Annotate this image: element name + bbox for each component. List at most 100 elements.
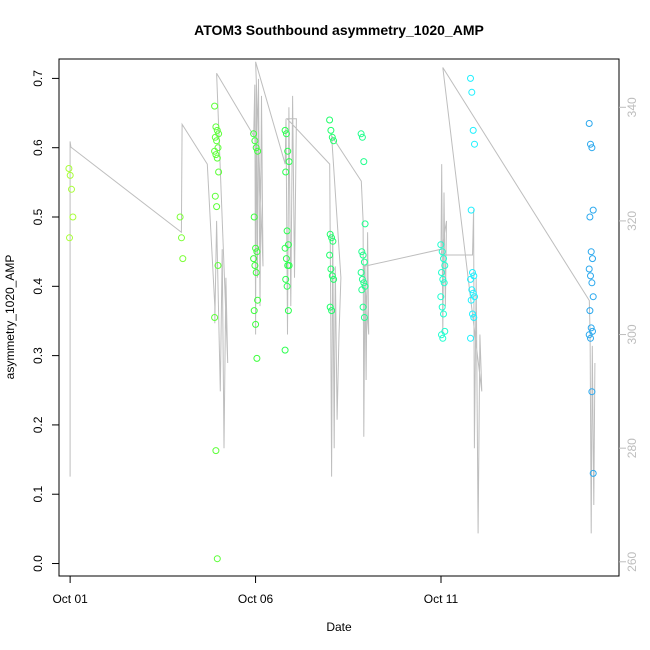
x-tick-label: Oct 06 (238, 592, 274, 606)
data-point (251, 137, 259, 145)
data-point (213, 154, 221, 162)
data-point (437, 241, 445, 249)
data-point (250, 130, 258, 138)
data-point (587, 324, 595, 332)
data-point (284, 307, 292, 315)
data-point (326, 303, 334, 311)
data-point (211, 133, 219, 141)
x-axis-label: Date (326, 620, 352, 634)
data-point (284, 147, 292, 155)
data-point (330, 137, 338, 145)
data-point (176, 213, 184, 221)
data-point (437, 293, 445, 301)
data-point (69, 213, 77, 221)
data-point (65, 165, 73, 172)
data-point (438, 248, 446, 256)
data-point (359, 303, 367, 311)
y-axis-right: 260 280 300 320 340 (619, 97, 639, 572)
data-point (586, 213, 594, 221)
data-point (213, 203, 221, 211)
data-point (326, 116, 334, 124)
data-point (251, 262, 259, 269)
data-point (212, 151, 220, 159)
data-point (250, 255, 258, 263)
data-point (587, 248, 595, 256)
y-tick-label: 0.2 (31, 416, 45, 433)
data-point (588, 144, 596, 152)
y2-tick-label: 300 (625, 324, 639, 344)
data-point (250, 307, 258, 315)
data-point (211, 102, 219, 110)
secondary-series-layer (69, 61, 596, 534)
data-point (214, 262, 222, 269)
chart-title: ATOM3 Southbound asymmetry_1020_AMP (194, 22, 484, 38)
data-point (360, 158, 368, 166)
data-point (282, 255, 290, 263)
data-point (471, 140, 478, 148)
y-tick-label: 0.6 (31, 139, 45, 156)
data-point (467, 296, 475, 304)
data-point (214, 144, 222, 152)
x-tick-label: Oct 01 (52, 592, 88, 606)
data-point (587, 140, 594, 148)
data-point (439, 275, 447, 283)
data-point (357, 269, 365, 276)
data-point (283, 282, 291, 290)
data-point (250, 213, 258, 221)
data-point (358, 286, 366, 294)
plot-frame (58, 58, 620, 577)
data-point (66, 171, 74, 179)
data-point (589, 255, 596, 263)
y-tick-label: 0.1 (31, 486, 45, 503)
data-point (587, 334, 594, 342)
y-tick-label: 0.3 (31, 347, 45, 364)
data-point (328, 272, 336, 280)
data-points-layer (65, 74, 597, 563)
data-point (252, 244, 260, 252)
data-point (469, 310, 476, 318)
data-point (358, 248, 366, 256)
data-point (252, 269, 260, 276)
data-point (440, 279, 448, 287)
data-point (254, 296, 262, 304)
data-point (327, 126, 335, 134)
data-point (469, 126, 477, 134)
data-point (467, 74, 474, 82)
y2-tick-label: 280 (625, 438, 639, 458)
data-point (439, 334, 447, 342)
data-point (211, 314, 219, 321)
data-point (253, 248, 261, 256)
data-point (212, 447, 220, 455)
data-point (281, 244, 289, 252)
data-point (585, 120, 593, 127)
x-tick-label: Oct 11 (424, 592, 459, 606)
y-tick-label: 0.7 (31, 70, 45, 87)
data-point (441, 262, 449, 269)
data-point (282, 275, 290, 283)
data-point (470, 314, 478, 321)
data-point (357, 130, 365, 138)
data-point (281, 126, 289, 134)
y2-tick-label: 340 (625, 97, 639, 117)
data-point (585, 331, 593, 339)
data-point (285, 262, 293, 269)
data-point (178, 234, 185, 242)
data-point (330, 275, 338, 283)
data-point (179, 255, 187, 263)
data-point (252, 144, 260, 152)
data-point (211, 147, 219, 155)
data-point (588, 279, 596, 287)
data-point (358, 133, 366, 141)
data-point (438, 269, 445, 276)
data-point (254, 147, 262, 155)
data-point (438, 331, 445, 339)
data-point (469, 269, 476, 276)
data-point (586, 307, 594, 315)
data-point (212, 123, 220, 131)
data-point (329, 237, 337, 245)
data-point (440, 255, 447, 263)
data-point (327, 265, 335, 273)
data-point (282, 168, 290, 176)
data-point (253, 354, 261, 362)
